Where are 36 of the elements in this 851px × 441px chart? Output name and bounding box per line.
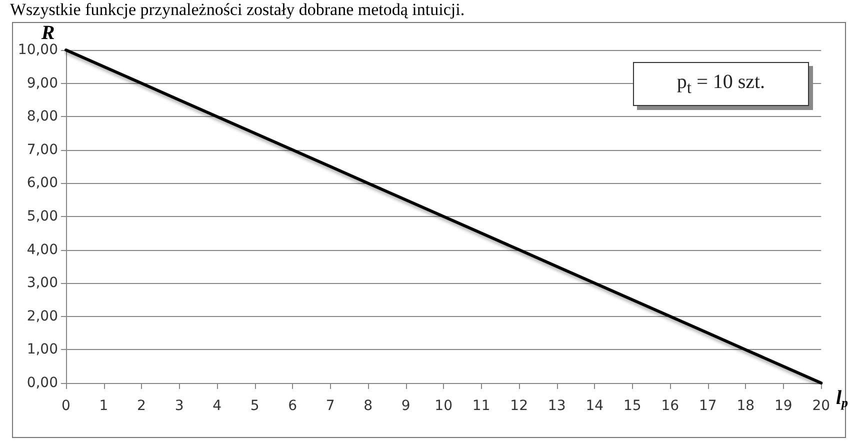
y-tick-label: 4,00 — [26, 242, 58, 258]
x-tick-label: 2 — [137, 398, 146, 414]
y-tick-label: 1,00 — [26, 342, 58, 358]
line-series — [64, 48, 823, 384]
y-tick-label: 6,00 — [26, 175, 58, 192]
x-tick-label: 14 — [586, 398, 604, 414]
x-tick-label: 5 — [250, 398, 260, 414]
x-tick-label: 10 — [434, 398, 452, 414]
x-tick-label: 20 — [812, 398, 830, 414]
chart-title: Wszystkie funkcje przynależności zostały dobrane metodą intuicji. — [10, 0, 465, 19]
y-tick-label: 10,00 — [18, 42, 58, 58]
x-tick-label: 17 — [698, 398, 717, 414]
y-tick-label: 9,00 — [26, 75, 58, 92]
annotation: p$_{t}$ = 10 szt. — [676, 70, 766, 98]
x-tick-label: 8 — [364, 398, 373, 414]
y-tick-label: 5,00 — [26, 208, 58, 224]
x-tick-label: 7 — [326, 398, 335, 414]
x-tick-label: 15 — [623, 398, 642, 414]
x-tick-label: 19 — [774, 398, 792, 414]
x-tick-label: 1 — [99, 398, 108, 414]
y-tick-label: 3,00 — [26, 275, 58, 292]
x-tick-label: 18 — [736, 398, 755, 414]
x-tick-label: 12 — [510, 398, 528, 414]
x-tick-label: 11 — [472, 398, 490, 414]
y-tick-label: 7,00 — [26, 142, 58, 158]
x-tick-label: 3 — [174, 398, 184, 414]
x-tick-label: 4 — [212, 398, 222, 414]
x-tick-label: 9 — [401, 398, 410, 414]
x-tick-label: 6 — [288, 398, 298, 414]
x-tick-label: 16 — [661, 398, 680, 414]
x-tick-label: 13 — [548, 398, 566, 414]
x-tick-label: 0 — [62, 398, 70, 414]
y-tick-label: 0,00 — [26, 375, 58, 391]
y-tick-label: 8,00 — [26, 108, 58, 125]
y-axis-title: R — [40, 22, 55, 44]
y-tick-label: 2,00 — [26, 308, 58, 324]
